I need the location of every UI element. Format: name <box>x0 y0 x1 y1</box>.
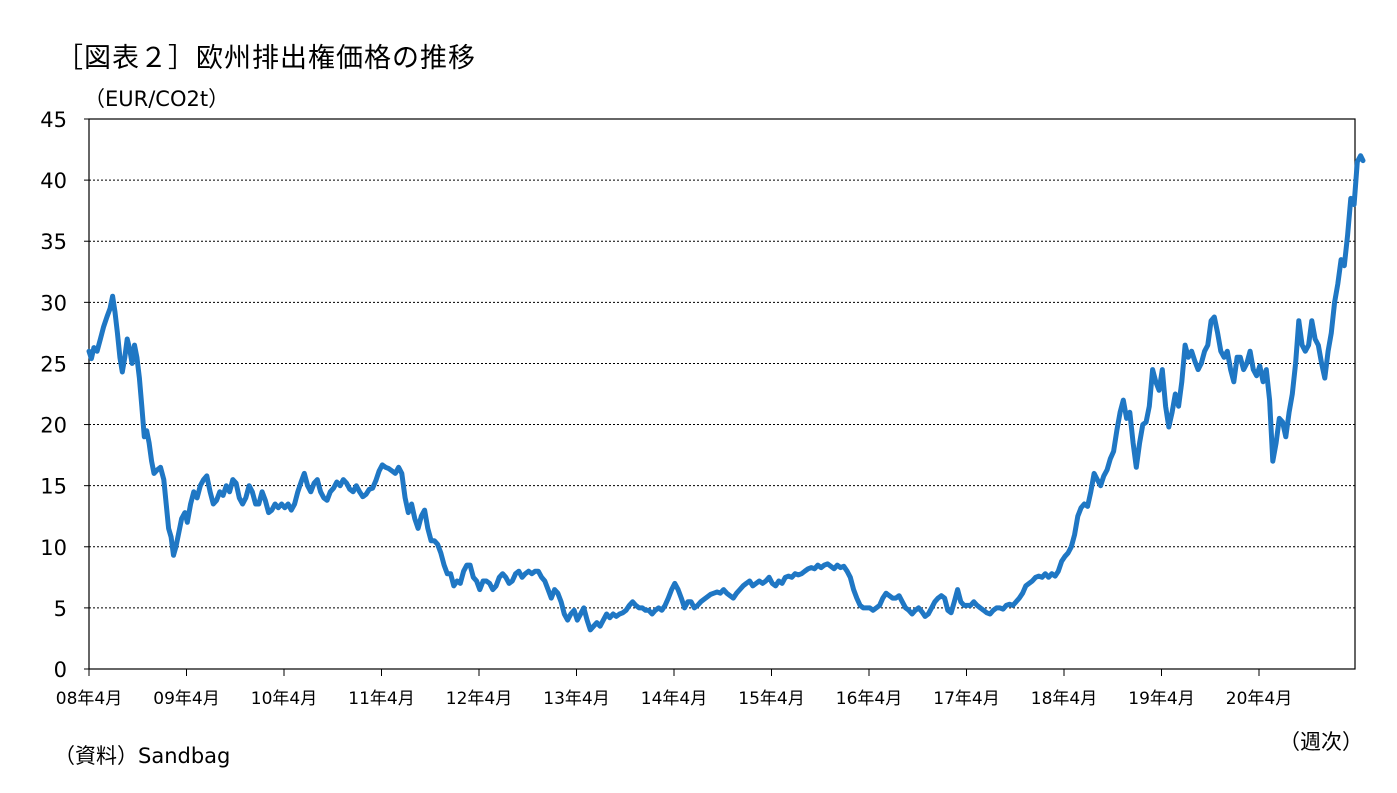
gridlines <box>89 179 1355 609</box>
x-axis-frequency-label: （週次） <box>1279 730 1363 754</box>
x-tick-label-0: 08年4月 <box>56 689 122 709</box>
x-tick-label-2: 10年4月 <box>251 689 317 709</box>
x-tick-label-4: 12年4月 <box>446 689 512 709</box>
y-tick-label-0: 0 <box>54 658 67 682</box>
x-tick-label-1: 09年4月 <box>153 689 219 709</box>
y-axis-unit-label: （EUR/CO2t） <box>84 87 230 111</box>
y-tick-label-45: 45 <box>40 108 67 132</box>
x-tick-label-10: 18年4月 <box>1031 689 1097 709</box>
x-tick-label-5: 13年4月 <box>543 689 609 709</box>
series-line-0 <box>86 153 1366 633</box>
x-tick-label-6: 14年4月 <box>641 689 707 709</box>
x-tick-label-12: 20年4月 <box>1226 689 1292 709</box>
x-tick-label-7: 15年4月 <box>738 689 804 709</box>
y-tick-label-35: 35 <box>40 230 67 254</box>
y-tick-label-5: 5 <box>54 597 67 621</box>
y-tick-label-10: 10 <box>40 536 67 560</box>
y-tick-label-30: 30 <box>40 291 67 315</box>
x-axis-ticks: 08年4月 09年4月 10年4月 11年4月 12年4月 13年4月 14年4月 15年4月… <box>56 669 1292 709</box>
plot-area-frame <box>88 118 1356 670</box>
chart-title: ［図表２］欧州排出権価格の推移 <box>56 43 476 74</box>
y-tick-label-40: 40 <box>40 169 67 193</box>
x-tick-label-8: 16年4月 <box>836 689 902 709</box>
source-note: （資料）Sandbag <box>54 744 231 768</box>
y-tick-label-20: 20 <box>40 414 67 438</box>
y-tick-label-25: 25 <box>40 352 67 376</box>
y-tick-label-15: 15 <box>40 475 67 499</box>
x-tick-label-9: 17年4月 <box>933 689 999 709</box>
x-tick-label-11: 19年4月 <box>1128 689 1194 709</box>
x-tick-label-3: 11年4月 <box>348 689 414 709</box>
y-axis-ticks: 0 5 10 15 20 25 30 35 40 45 <box>40 108 89 682</box>
series-group <box>86 153 1366 633</box>
